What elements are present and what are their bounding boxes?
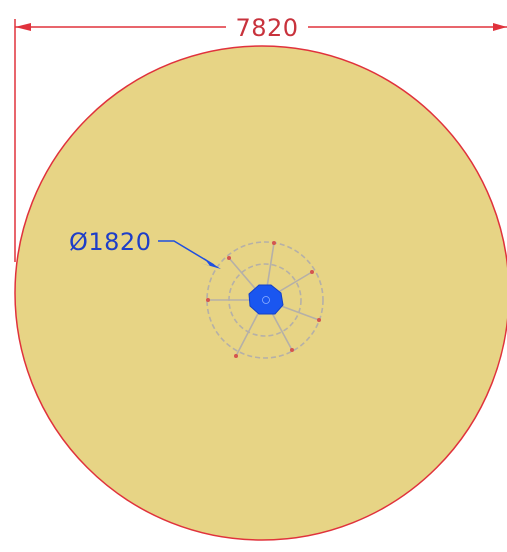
spoke-tip [206,298,210,302]
center-point [262,296,270,304]
center-hub [248,284,284,315]
width-arrow-left-icon [15,23,31,31]
overall-width-label: 7820 [235,14,298,42]
spoke-tip [317,318,321,322]
spoke-tip [272,241,276,245]
hub-outer-ring [206,241,324,359]
spoke-tip-markers [206,241,321,358]
hub-diameter-label: Ø1820 [69,228,151,256]
spoke-tip [290,348,294,352]
spoke-tip [227,256,231,260]
spoke-tip [310,270,314,274]
diameter-leader-line [158,240,215,266]
spoke-tip [234,354,238,358]
width-arrow-right-icon [493,23,507,31]
diameter-leader-arrow-icon [200,258,221,269]
